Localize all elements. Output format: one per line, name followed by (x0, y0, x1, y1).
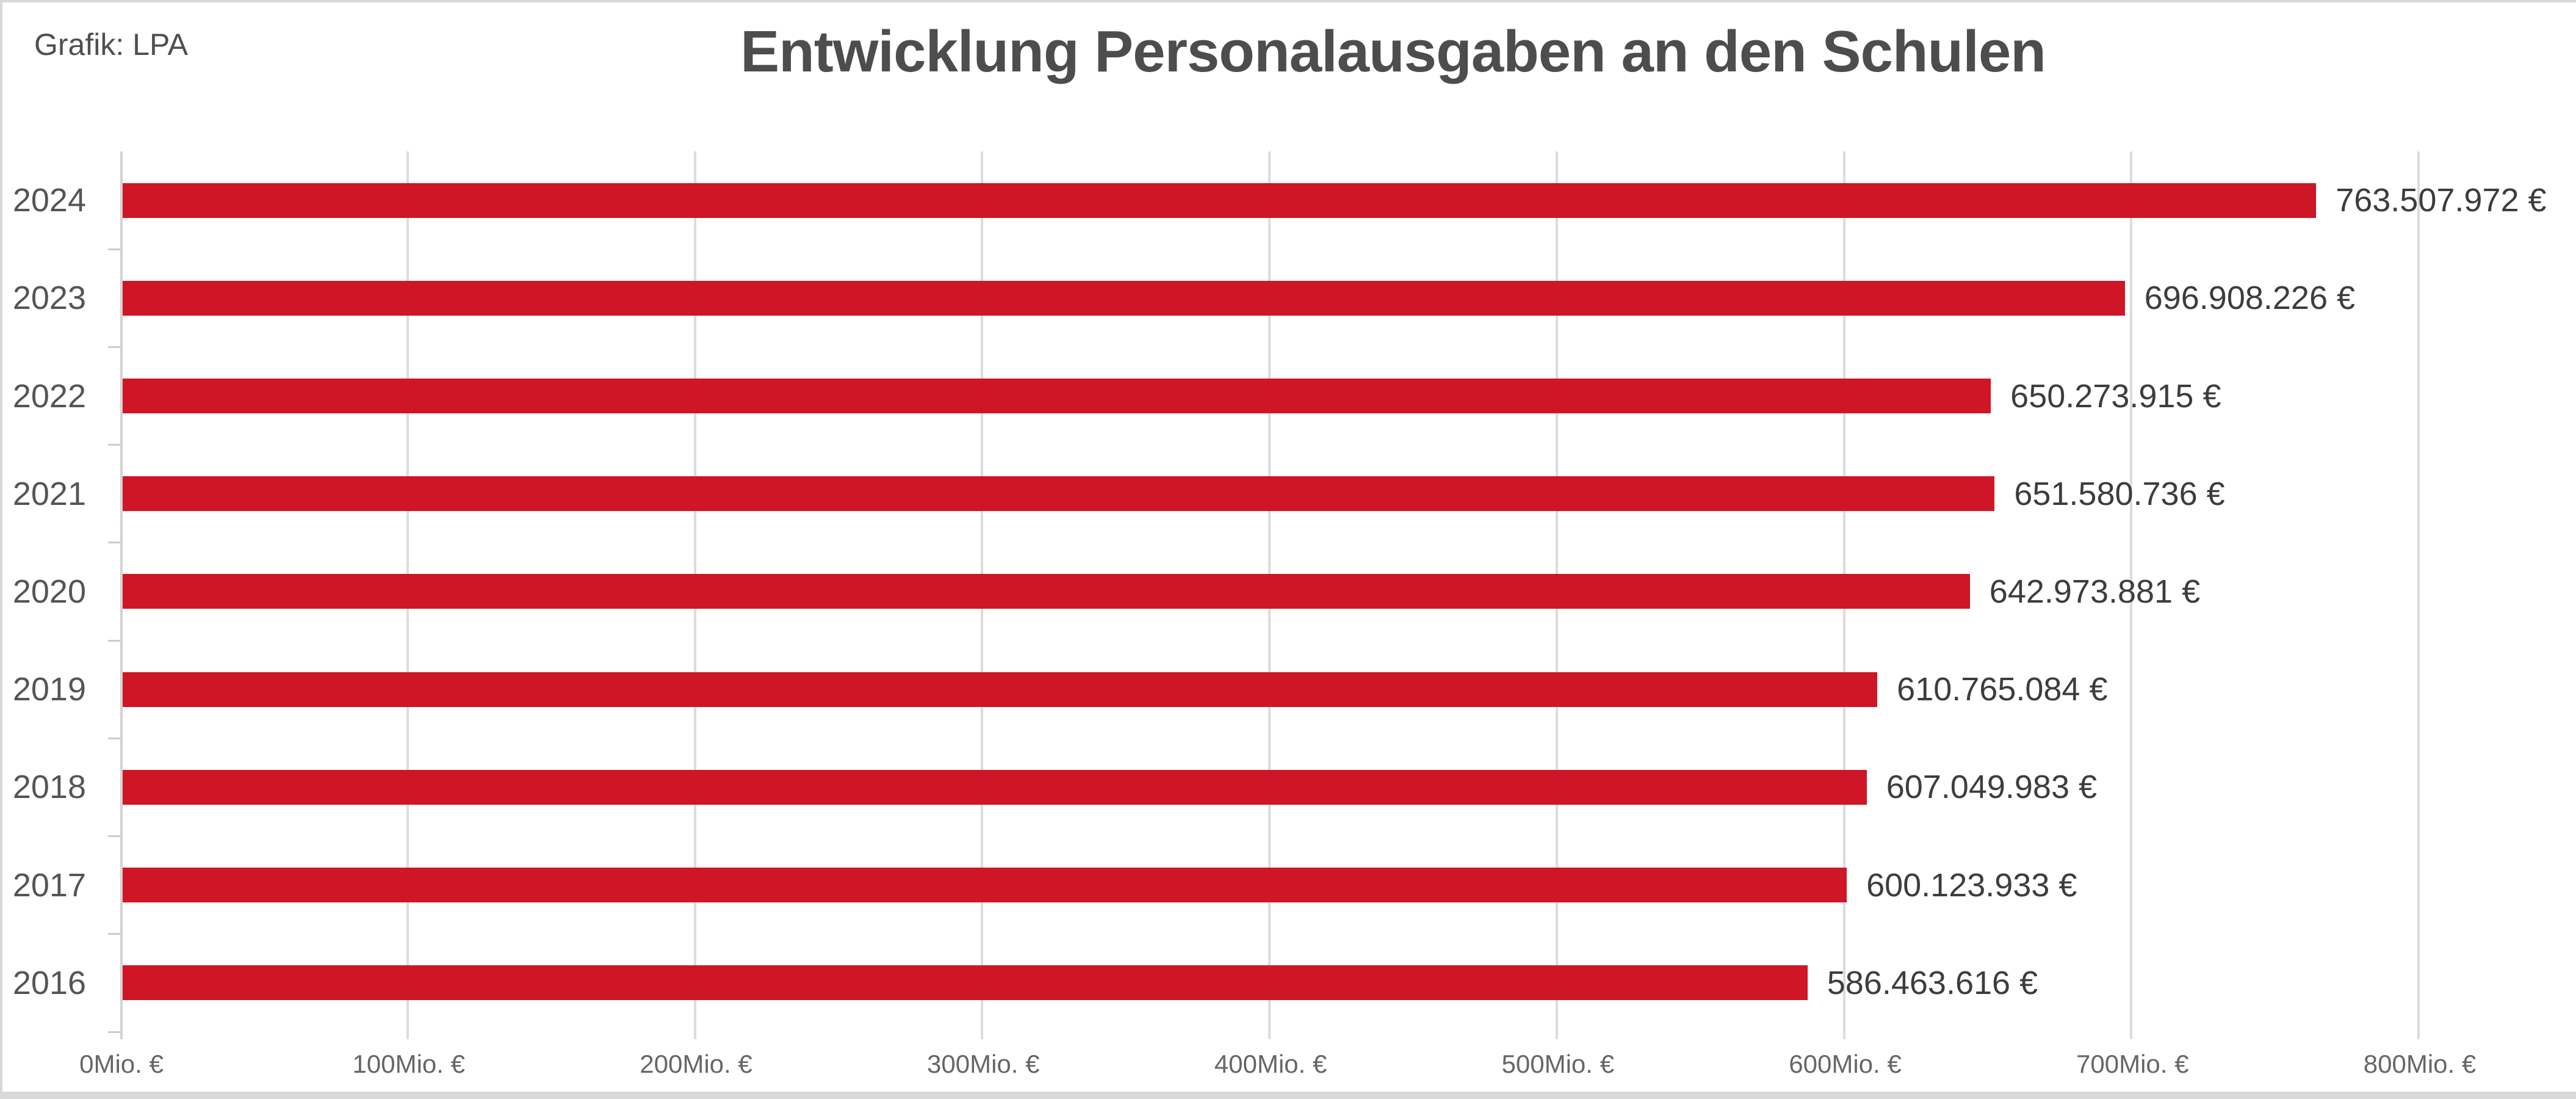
bar (123, 965, 1808, 1001)
y-axis-line (120, 151, 123, 1039)
year-label: 2016 (12, 964, 86, 1001)
x-tick-label: 200Mio. € (640, 1050, 752, 1078)
chart-row: 2021 651.580.736 € (13, 445, 2419, 543)
year-label: 2018 (12, 769, 86, 806)
x-tick-label: 100Mio. € (352, 1050, 465, 1078)
frame-top-border (0, 0, 2576, 2)
y-axis-tick (108, 933, 120, 935)
chart-row: 2023 696.908.226 € (13, 249, 2419, 347)
frame-left-border (0, 0, 2, 1099)
credit-label: Grafik: LPA (34, 27, 188, 62)
year-label: 2019 (12, 671, 86, 708)
year-label: 2023 (12, 280, 86, 317)
year-label: 2020 (12, 573, 86, 610)
bar (123, 574, 1970, 609)
y-axis-tick (108, 639, 120, 642)
x-tick-label: 800Mio. € (2363, 1050, 2477, 1078)
bar-value-label: 763.507.972 € (2336, 182, 2547, 219)
chart-row: 2019 610.765.084 € (13, 640, 2419, 738)
x-tick-label: 400Mio. € (1214, 1050, 1327, 1078)
bar (123, 476, 1995, 512)
bar-value-label: 642.973.881 € (1989, 573, 2201, 610)
year-label: 2022 (12, 377, 86, 415)
y-axis-tick (108, 346, 120, 348)
chart-row: 2022 650.273.915 € (13, 347, 2419, 444)
bar-value-label: 651.580.736 € (2014, 475, 2225, 512)
y-axis-tick (108, 737, 120, 739)
y-axis-tick (108, 1031, 120, 1033)
chart-title: Entwicklung Personalausgaben an den Schu… (740, 19, 2046, 84)
y-axis-tick (108, 248, 120, 250)
year-label: 2021 (12, 475, 86, 512)
bar (123, 379, 1991, 414)
bar-value-label: 696.908.226 € (2144, 280, 2356, 317)
horizontal-scrollbar[interactable] (0, 1092, 2576, 1099)
bar (123, 769, 1867, 805)
chart-row: 2017 600.123.933 € (13, 836, 2419, 934)
bar-value-label: 586.463.616 € (1827, 964, 2038, 1001)
bar-value-label: 610.765.084 € (1897, 671, 2108, 708)
gridline (2417, 151, 2420, 1039)
x-tick-label: 500Mio. € (1501, 1050, 1614, 1078)
x-tick-label: 700Mio. € (2076, 1050, 2189, 1078)
chart-row: 2018 607.049.983 € (13, 738, 2419, 836)
y-axis-tick (108, 542, 120, 544)
bar (123, 183, 2317, 218)
chart-row: 2024 763.507.972 € (13, 151, 2547, 249)
chart-row: 2016 586.463.616 € (13, 934, 2419, 1032)
x-tick-label: 300Mio. € (927, 1050, 1040, 1078)
year-label: 2024 (12, 182, 86, 219)
bar-value-label: 600.123.933 € (1866, 866, 2077, 904)
bar-value-label: 607.049.983 € (1886, 769, 2098, 806)
x-tick-label: 600Mio. € (1789, 1050, 1902, 1078)
bar (123, 672, 1878, 707)
plot-area: 0Mio. € 100Mio. € 200Mio. € 300Mio. € 400Mio… (13, 151, 2547, 1077)
chart-row: 2020 642.973.881 € (13, 543, 2419, 640)
year-label: 2017 (12, 866, 86, 904)
bar-value-label: 650.273.915 € (2010, 377, 2221, 415)
bar (123, 280, 2125, 316)
y-axis-tick (108, 835, 120, 838)
y-axis-tick (108, 444, 120, 446)
bar (123, 868, 1847, 903)
gridline (2130, 151, 2133, 1039)
x-tick-label: 0Mio. € (79, 1050, 164, 1078)
